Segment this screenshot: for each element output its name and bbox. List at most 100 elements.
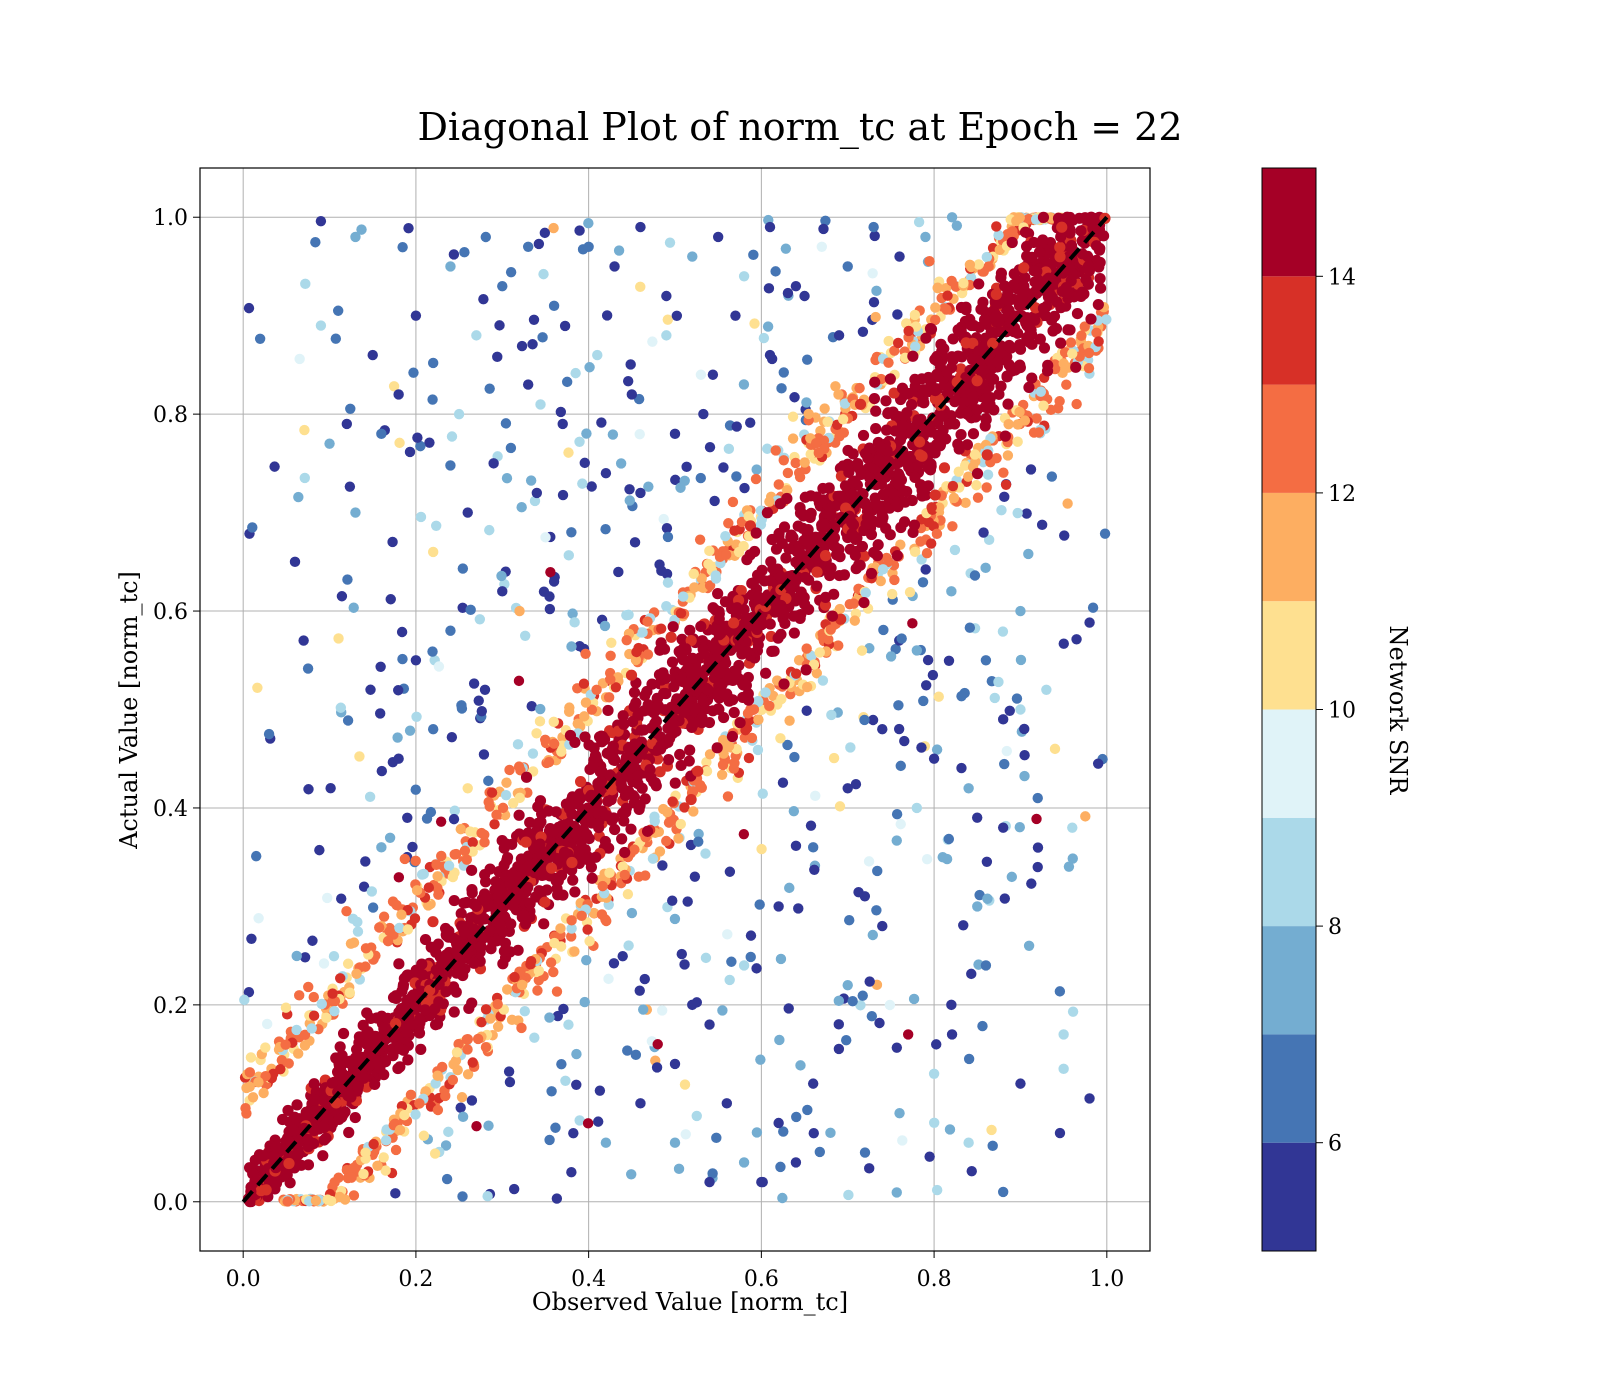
- scatter-point: [1002, 450, 1014, 461]
- scatter-point: [1080, 811, 1091, 822]
- scatter-point: [624, 484, 635, 495]
- scatter-point: [516, 979, 528, 991]
- scatter-point: [443, 1126, 454, 1138]
- scatter-point: [275, 1063, 286, 1075]
- scatter-point: [951, 220, 963, 231]
- scatter-point: [743, 752, 755, 764]
- scatter-point: [435, 816, 447, 827]
- scatter-point: [681, 461, 692, 473]
- scatter-point: [1087, 602, 1099, 613]
- scatter-point: [661, 290, 672, 302]
- scatter-point: [917, 577, 929, 588]
- x-tick-label: 1.0: [1089, 1267, 1124, 1292]
- scatter-point: [299, 472, 310, 484]
- scatter-point: [538, 268, 549, 280]
- scatter-point: [350, 231, 361, 243]
- scatter-point: [321, 1012, 332, 1024]
- scatter-point: [513, 675, 525, 687]
- scatter-point: [902, 1029, 914, 1040]
- scatter-point: [335, 1060, 347, 1072]
- scatter-point: [796, 593, 809, 605]
- scatter-point: [1015, 1078, 1026, 1089]
- scatter-point: [774, 498, 786, 510]
- scatter-point: [695, 472, 706, 484]
- scatter-point: [393, 958, 405, 970]
- scatter-point: [927, 669, 939, 681]
- scatter-point: [632, 770, 644, 782]
- scatter-point: [998, 467, 1009, 478]
- scatter-point: [402, 1054, 414, 1066]
- scatter-point: [626, 1169, 637, 1180]
- scatter-point: [476, 1017, 487, 1028]
- scatter-point: [458, 897, 470, 909]
- scatter-point: [742, 694, 755, 706]
- scatter-point: [902, 454, 914, 467]
- scatter-point: [947, 480, 959, 492]
- scatter-point: [457, 1111, 469, 1123]
- scatter-point: [731, 471, 742, 482]
- scatter-point: [1034, 333, 1046, 345]
- scatter-point: [513, 761, 525, 772]
- scatter-point: [778, 521, 791, 533]
- scatter-point: [816, 241, 828, 252]
- scatter-point: [628, 700, 640, 713]
- scatter-point: [607, 740, 619, 752]
- scatter-point: [1099, 528, 1111, 539]
- scatter-point: [790, 1157, 802, 1168]
- scatter-point: [255, 1185, 267, 1197]
- scatter-point: [441, 1173, 453, 1185]
- scatter-point: [388, 381, 400, 392]
- scatter-point: [859, 1147, 871, 1158]
- scatter-point: [544, 1012, 555, 1023]
- scatter-point: [825, 509, 837, 521]
- scatter-point: [920, 680, 932, 691]
- scatter-point: [993, 388, 1005, 400]
- scatter-point: [402, 812, 413, 823]
- scatter-point: [746, 732, 758, 744]
- scatter-point: [934, 502, 945, 513]
- scatter-point: [689, 702, 701, 715]
- scatter-point: [253, 913, 264, 924]
- scatter-point: [818, 520, 830, 532]
- scatter-point: [258, 1087, 269, 1099]
- scatter-point: [773, 1117, 784, 1129]
- scatter-point: [807, 1078, 819, 1089]
- scatter-point: [911, 645, 923, 656]
- scatter-point: [980, 562, 991, 574]
- scatter-point: [579, 711, 590, 722]
- scatter-point: [931, 528, 943, 540]
- scatter-point: [629, 738, 641, 750]
- scatter-point: [625, 669, 638, 681]
- scatter-point: [613, 566, 624, 578]
- scatter-point: [932, 282, 944, 294]
- colorbar-segment: [1262, 1142, 1316, 1251]
- scatter-point: [599, 620, 611, 632]
- scatter-point: [492, 1021, 504, 1032]
- scatter-point: [764, 575, 776, 587]
- scatter-point: [356, 224, 367, 235]
- scatter-point: [525, 956, 537, 967]
- scatter-point: [384, 832, 396, 844]
- scatter-point: [720, 530, 731, 542]
- scatter-point: [658, 643, 671, 655]
- scatter-point: [361, 1027, 373, 1039]
- scatter-point: [410, 655, 422, 666]
- scatter-point: [765, 556, 777, 568]
- scatter-point: [361, 1007, 373, 1019]
- scatter-point: [700, 848, 711, 859]
- scatter-point: [566, 915, 577, 926]
- scatter-point: [717, 1005, 728, 1016]
- scatter-point: [967, 428, 980, 440]
- scatter-point: [551, 1193, 563, 1204]
- scatter-point: [872, 454, 884, 466]
- scatter-point: [618, 815, 630, 827]
- scatter-point: [942, 290, 953, 301]
- scatter-point: [854, 559, 866, 571]
- scatter-point: [455, 823, 466, 835]
- scatter-point: [491, 883, 503, 895]
- scatter-point: [365, 684, 376, 695]
- scatter-point: [316, 998, 328, 1010]
- scatter-point: [773, 479, 784, 490]
- scatter-point: [448, 249, 460, 260]
- scatter-point: [451, 967, 463, 979]
